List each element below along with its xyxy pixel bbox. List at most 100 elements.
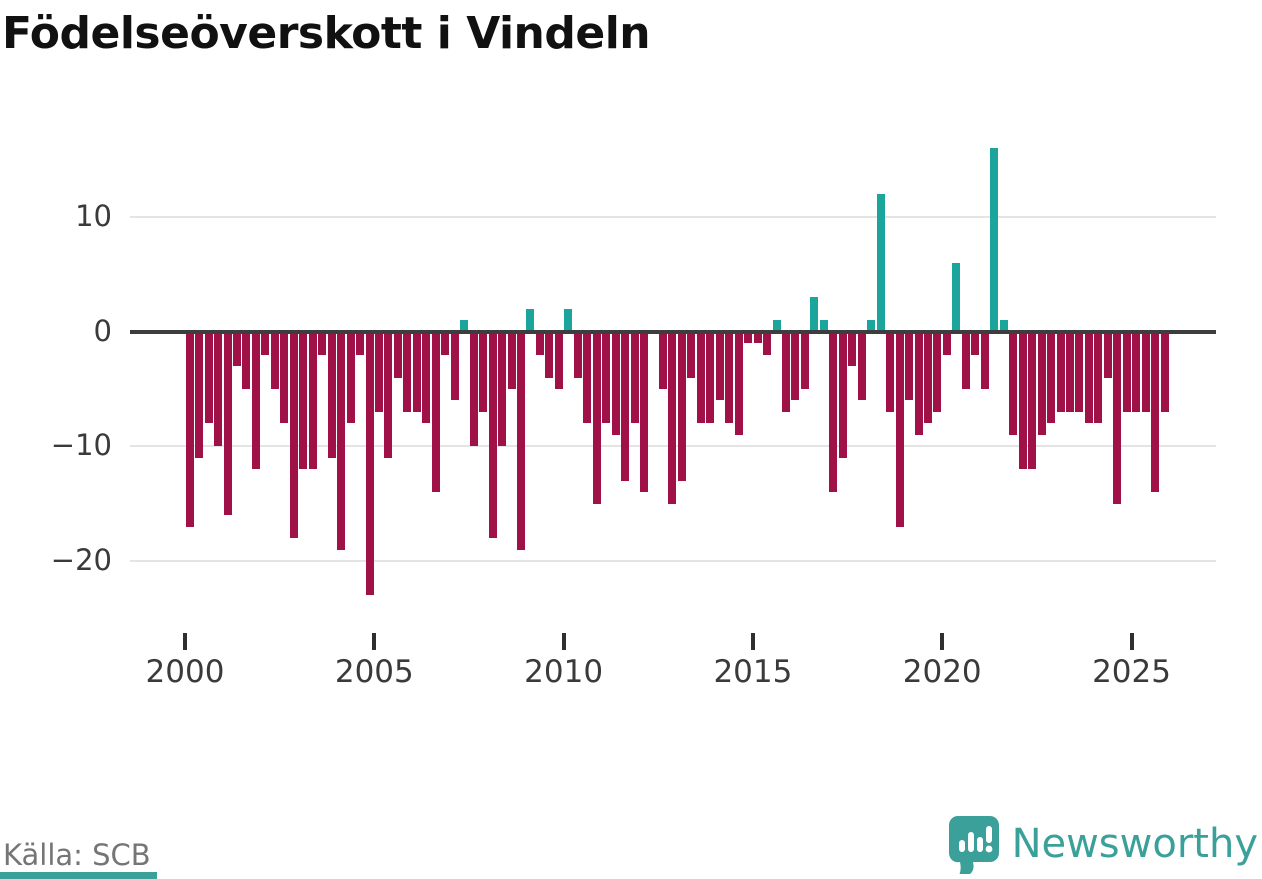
bar-2003Q4 [327, 331, 336, 458]
newsworthy-logo-icon [948, 816, 999, 874]
bar-2006Q1 [412, 331, 421, 412]
bar-2011Q2 [611, 331, 620, 435]
bar-2000Q4 [214, 331, 223, 447]
bar-2020Q4 [971, 331, 980, 355]
bar-2000Q1 [185, 331, 194, 527]
bar-2024Q1 [1094, 331, 1103, 424]
x-tick-label: 2010 [524, 654, 604, 690]
bar-2004Q1 [337, 331, 346, 550]
bar-2011Q4 [630, 331, 639, 424]
y-tick-label: 10 [75, 199, 112, 234]
bar-2013Q4 [706, 331, 715, 424]
bar-2023Q1 [1056, 331, 1065, 412]
bar-2017Q1 [829, 331, 838, 493]
bar-2019Q1 [905, 331, 914, 401]
bar-2002Q3 [280, 331, 289, 424]
bar-2006Q2 [422, 331, 431, 424]
bar-2010Q4 [592, 331, 601, 504]
bar-2012Q3 [658, 331, 667, 390]
bar-2008Q3 [507, 331, 516, 390]
y-tick-label: −10 [50, 428, 112, 463]
bar-2016Q2 [800, 331, 809, 390]
x-tick-label: 2025 [1092, 654, 1171, 690]
bar-2021Q3 [999, 320, 1008, 332]
bar-2018Q2 [876, 194, 885, 332]
x-tick-mark [372, 633, 377, 650]
bar-2012Q1 [640, 331, 649, 493]
bar-2004Q2 [346, 331, 355, 424]
x-tick-mark [183, 633, 187, 650]
bar-2025Q4 [1160, 331, 1169, 412]
bar-2025Q1 [1132, 331, 1141, 412]
bar-2022Q2 [1028, 331, 1037, 470]
x-tick-mark [561, 633, 566, 650]
bar-2017Q3 [848, 331, 857, 367]
x-tick-label: 2015 [713, 654, 793, 690]
bar-2025Q3 [1151, 331, 1160, 493]
bar-2025Q2 [1141, 331, 1150, 412]
bar-2007Q2 [460, 320, 469, 332]
bar-2014Q3 [734, 331, 743, 435]
x-tick-mark [940, 633, 945, 650]
bar-2021Q1 [980, 331, 989, 390]
gridline [130, 216, 1216, 219]
bar-2001Q1 [223, 331, 232, 516]
page-title: Födelseöverskott i Vindeln [2, 8, 651, 59]
bar-2001Q3 [242, 331, 251, 390]
x-tick-label: 2020 [902, 654, 982, 690]
bar-2020Q1 [942, 331, 951, 355]
gridline [130, 560, 1216, 563]
y-tick-label: 0 [93, 313, 112, 348]
x-tick-label: 2005 [334, 654, 414, 690]
bar-2018Q1 [867, 320, 876, 332]
bar-2009Q2 [535, 331, 544, 355]
bar-2010Q2 [573, 331, 582, 378]
bar-2024Q3 [1113, 331, 1122, 504]
bar-2002Q1 [261, 331, 270, 355]
x-tick-label: 2000 [145, 654, 225, 690]
bar-2009Q4 [554, 331, 563, 390]
bar-2005Q1 [375, 331, 383, 412]
bar-2016Q1 [791, 331, 800, 401]
bar-2011Q3 [621, 331, 630, 481]
bar-2015Q1 [753, 331, 762, 344]
bar-2004Q4 [365, 331, 374, 596]
bar-2022Q3 [1037, 331, 1046, 435]
y-tick-label: −20 [50, 543, 112, 578]
bar-2011Q1 [602, 331, 611, 424]
bar-2022Q4 [1047, 331, 1056, 424]
bar-2023Q3 [1075, 331, 1084, 412]
bar-2000Q2 [195, 331, 204, 458]
bar-2002Q2 [270, 331, 279, 390]
bar-2004Q3 [356, 331, 365, 355]
bar-2014Q2 [725, 331, 734, 424]
bar-2015Q4 [782, 331, 790, 412]
bar-2007Q4 [479, 331, 488, 412]
bar-2003Q3 [318, 331, 327, 355]
bar-2001Q4 [251, 331, 260, 470]
bar-2015Q3 [772, 320, 781, 332]
bar-2017Q2 [838, 331, 847, 458]
bar-2016Q4 [819, 320, 828, 332]
brand-strip [0, 872, 157, 879]
bar-2005Q3 [393, 331, 402, 378]
bar-2009Q3 [545, 331, 554, 378]
bar-2024Q2 [1103, 331, 1112, 378]
bar-2020Q3 [961, 331, 970, 390]
bar-2008Q4 [516, 331, 525, 550]
source-label: Källa: SCB [3, 838, 151, 872]
bar-2021Q4 [1009, 331, 1018, 435]
bar-2005Q2 [384, 331, 393, 458]
bar-2021Q2 [990, 148, 999, 332]
bar-2014Q1 [715, 331, 724, 401]
bar-2015Q2 [763, 331, 772, 355]
bar-2013Q1 [677, 331, 686, 481]
bar-2016Q3 [810, 297, 819, 332]
bar-2013Q2 [687, 331, 696, 378]
bar-2022Q1 [1018, 331, 1027, 470]
bar-2010Q1 [564, 308, 573, 332]
bar-2008Q1 [488, 331, 497, 539]
x-tick-mark [750, 633, 755, 650]
zero-line [130, 329, 1216, 334]
